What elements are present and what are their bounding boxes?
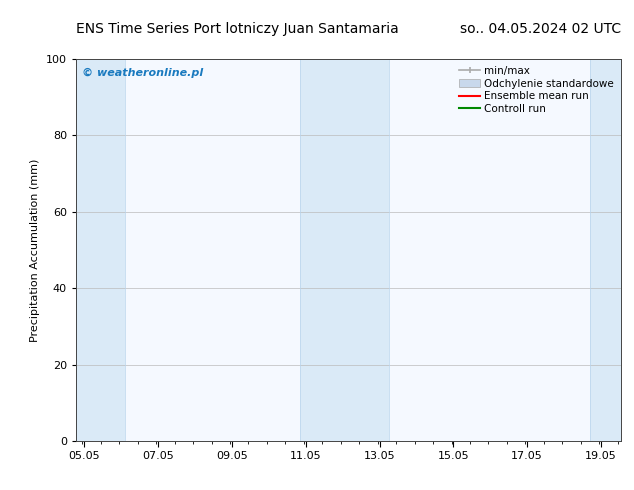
Text: ENS Time Series Port lotniczy Juan Santamaria: ENS Time Series Port lotniczy Juan Santa… [76,22,399,36]
Bar [590,59,621,441]
Y-axis label: Precipitation Accumulation (mm): Precipitation Accumulation (mm) [30,158,41,342]
Bar [76,59,125,441]
Legend: min/max, Odchylenie standardowe, Ensemble mean run, Controll run: min/max, Odchylenie standardowe, Ensembl… [457,64,616,116]
Bar [300,59,389,441]
Text: © weatheronline.pl: © weatheronline.pl [82,69,203,78]
Text: so.. 04.05.2024 02 UTC: so.. 04.05.2024 02 UTC [460,22,621,36]
